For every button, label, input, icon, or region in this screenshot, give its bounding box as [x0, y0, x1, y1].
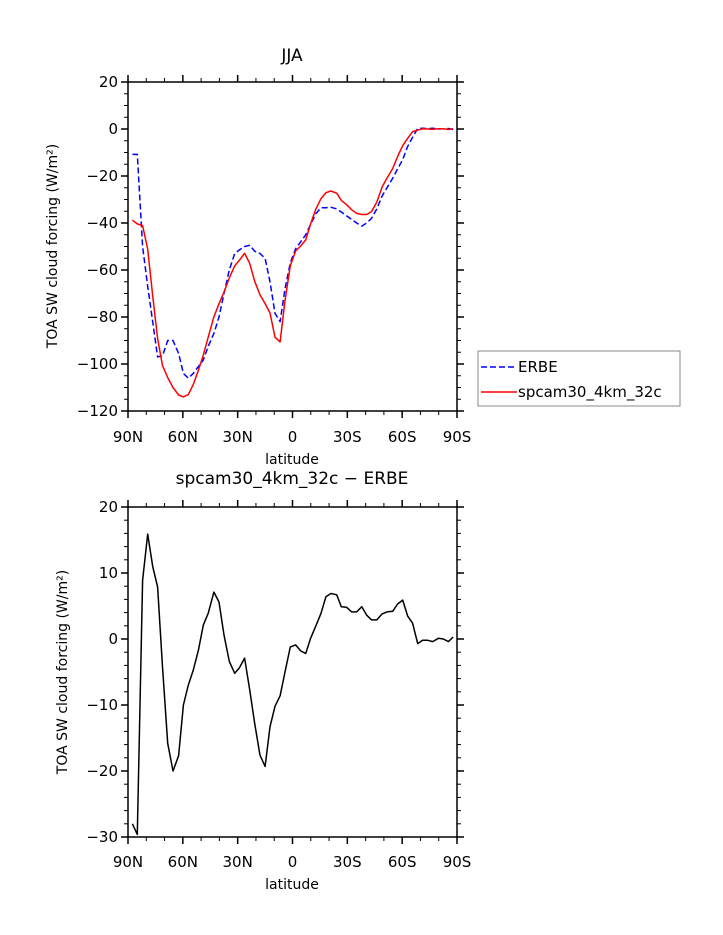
series-line-spcam30-4km-32c	[131, 128, 454, 398]
legend: ERBE spcam30_4km_32c	[477, 350, 681, 407]
x-tick-label: 60S	[388, 428, 417, 446]
x-tick-label: 0	[288, 428, 298, 446]
bottom-axis-ticks: 20 10 0 −10 −20 −30 90N 60N 30N 0 30S 60S 90S	[86, 498, 471, 871]
series-line-erbe	[132, 127, 454, 379]
y-tick-label: −80	[86, 308, 118, 326]
series-line-spcam30-4km-32c-erbe	[131, 533, 454, 836]
bottom-plot-lines	[131, 533, 454, 836]
top-plot-frame	[127, 81, 458, 412]
bottom-plot-title: spcam30_4km_32c − ERBE	[176, 469, 409, 489]
y-tick-label: −10	[86, 696, 118, 714]
top-x-axis-label: latitude	[265, 452, 319, 468]
x-tick-label: 90S	[443, 428, 472, 446]
y-tick-label: 20	[99, 498, 118, 516]
legend-erbe-label: ERBE	[518, 358, 558, 376]
top-y-axis-label: TOA SW cloud forcing (W/m²)	[45, 144, 61, 349]
y-tick-label: −40	[86, 214, 118, 232]
y-tick-label: −20	[86, 762, 118, 780]
x-tick-label: 0	[288, 853, 298, 871]
top-plot-title: JJA	[280, 46, 303, 66]
x-tick-label: 30S	[333, 428, 362, 446]
x-tick-label: 60S	[388, 853, 417, 871]
top-plot-lines	[131, 127, 454, 398]
bottom-plot-frame	[127, 506, 458, 838]
y-tick-label: 10	[99, 564, 118, 582]
top-panel: JJA latitude TOA SW cloud forcing (W/m²)…	[45, 46, 471, 468]
legend-model-label: spcam30_4km_32c	[518, 383, 662, 402]
bottom-y-axis-label: TOA SW cloud forcing (W/m²)	[55, 570, 71, 775]
x-tick-label: 30N	[223, 853, 253, 871]
x-tick-label: 90N	[113, 853, 143, 871]
y-tick-label: 20	[99, 73, 118, 91]
x-tick-label: 60N	[168, 428, 198, 446]
x-tick-label: 60N	[168, 853, 198, 871]
y-tick-label: −100	[77, 355, 118, 373]
x-tick-label: 90N	[113, 428, 143, 446]
x-tick-label: 90S	[443, 853, 472, 871]
x-tick-label: 30S	[333, 853, 362, 871]
y-tick-label: 0	[108, 630, 118, 648]
bottom-panel: spcam30_4km_32c − ERBE latitude TOA SW c…	[55, 469, 471, 893]
legend-box	[477, 350, 681, 407]
y-tick-label: −60	[86, 261, 118, 279]
top-axis-ticks: 20 0 −20 −40 −60 −80 −100 −120 90N 60N 30N 0 30S 60S 9…	[77, 73, 472, 446]
bottom-x-axis-label: latitude	[265, 877, 319, 893]
x-tick-label: 30N	[223, 428, 253, 446]
y-tick-label: −120	[77, 402, 118, 420]
y-tick-label: 0	[108, 120, 118, 138]
y-tick-label: −20	[86, 167, 118, 185]
y-tick-label: −30	[86, 828, 118, 846]
